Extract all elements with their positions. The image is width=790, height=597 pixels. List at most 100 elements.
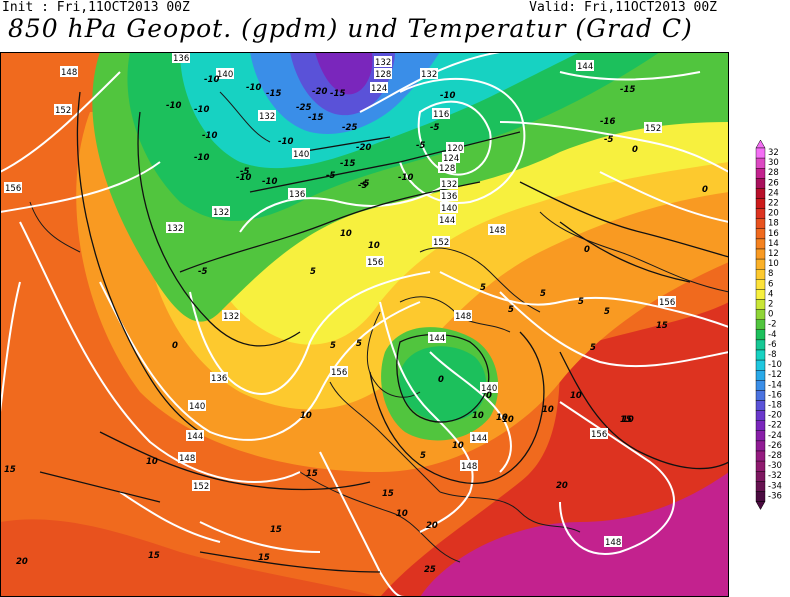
legend-label: -10 bbox=[768, 360, 782, 370]
temp-label: -10 bbox=[194, 105, 209, 115]
temp-label: 15 bbox=[4, 465, 16, 475]
temp-label: -25 bbox=[296, 103, 311, 113]
geo-label: 144 bbox=[187, 432, 203, 442]
legend-label: -2 bbox=[768, 320, 776, 330]
temp-label: -10 bbox=[278, 137, 293, 147]
temp-label: 10 bbox=[452, 441, 464, 451]
legend-label: 4 bbox=[768, 289, 773, 299]
legend-swatch bbox=[755, 279, 766, 290]
temp-label: 15 bbox=[382, 489, 394, 499]
temp-label: 15 bbox=[148, 551, 160, 561]
temp-label: -20 bbox=[356, 143, 371, 153]
temp-label: 5 bbox=[420, 451, 426, 461]
temp-label: 10 bbox=[542, 405, 554, 415]
legend-swatch bbox=[755, 168, 766, 179]
temp-label: -15 bbox=[340, 159, 355, 169]
legend-label: 2 bbox=[768, 300, 773, 310]
geo-label: 156 bbox=[591, 430, 607, 440]
legend-swatch bbox=[755, 178, 766, 189]
legend-swatch bbox=[755, 359, 766, 371]
temp-label: 15 bbox=[270, 525, 282, 535]
geo-label: 124 bbox=[371, 84, 387, 94]
temp-label: -15 bbox=[308, 113, 323, 123]
geopotential-isolines bbox=[0, 52, 729, 597]
temp-label: 5 bbox=[480, 283, 486, 293]
temperature-field-veryhot bbox=[420, 472, 729, 597]
geo-label: 140 bbox=[481, 384, 497, 394]
temp-label: 5 bbox=[590, 343, 596, 353]
legend-label: 26 bbox=[768, 178, 779, 188]
temp-label: -5 bbox=[360, 179, 370, 189]
temp-label: 0 bbox=[702, 185, 708, 195]
legend-swatch bbox=[755, 339, 766, 351]
geo-label: 132 bbox=[441, 180, 457, 190]
temp-label: -10 bbox=[262, 177, 277, 187]
legend-label: -18 bbox=[768, 401, 782, 411]
legend-swatch bbox=[755, 157, 766, 169]
legend-arrow-top bbox=[755, 140, 766, 149]
legend-label: -28 bbox=[768, 451, 782, 461]
legend-label: -34 bbox=[768, 481, 782, 491]
temp-label: 0 bbox=[486, 391, 492, 401]
legend-label: 28 bbox=[768, 168, 779, 178]
geo-label: 128 bbox=[439, 164, 455, 174]
temp-label: 10 bbox=[570, 391, 582, 401]
legend-label: -26 bbox=[768, 441, 782, 451]
temperature-labels: -10 -10 -15 -20 -25 -15 -25 -10 -10 -10 … bbox=[4, 75, 708, 575]
legend-swatch bbox=[755, 299, 766, 310]
temp-label: 10 bbox=[502, 415, 514, 425]
temp-label: 15 bbox=[258, 553, 270, 563]
temp-label: -10 bbox=[398, 173, 413, 183]
geo-label: 116 bbox=[433, 110, 449, 120]
temp-label: -5 bbox=[358, 181, 368, 191]
geo-label: 144 bbox=[439, 216, 455, 226]
geo-label: 136 bbox=[211, 374, 227, 384]
temp-label: 10 bbox=[146, 457, 158, 467]
temp-label: -10 bbox=[166, 101, 181, 111]
geo-label: 140 bbox=[293, 150, 309, 160]
geo-label: 132 bbox=[223, 312, 239, 322]
legend-label: -32 bbox=[768, 471, 782, 481]
legend-label: 0 bbox=[768, 310, 773, 320]
temp-label: -5 bbox=[416, 141, 426, 151]
temperature-isolines bbox=[39, 91, 729, 573]
geo-label: 144 bbox=[429, 334, 445, 344]
temp-label: -5 bbox=[198, 267, 208, 277]
legend-swatch bbox=[755, 460, 766, 472]
legend-swatch bbox=[755, 238, 766, 250]
legend-swatch bbox=[755, 329, 766, 341]
geo-label: 156 bbox=[367, 258, 383, 268]
legend-label: 12 bbox=[768, 249, 779, 259]
temp-label: -10 bbox=[194, 153, 209, 163]
temp-label: 10 bbox=[396, 509, 408, 519]
geo-label: 136 bbox=[173, 54, 189, 64]
geo-label: 136 bbox=[289, 190, 305, 200]
temp-label: -10 bbox=[236, 173, 251, 183]
temp-label: -15 bbox=[330, 89, 345, 99]
legend-label: 8 bbox=[768, 269, 773, 279]
temp-label: -5 bbox=[604, 135, 614, 145]
geo-label: 140 bbox=[217, 70, 233, 80]
legend-swatch bbox=[755, 440, 766, 452]
legend-swatch bbox=[755, 228, 766, 240]
temperature-field-south bbox=[0, 519, 380, 597]
legend-swatch bbox=[755, 491, 766, 502]
legend-swatch bbox=[755, 198, 766, 209]
legend-label: 16 bbox=[768, 229, 779, 239]
legend-label: -24 bbox=[768, 431, 782, 441]
legend-swatch bbox=[755, 450, 766, 462]
temp-label: -10 bbox=[204, 75, 219, 85]
legend-label: -6 bbox=[768, 340, 776, 350]
legend-label: -14 bbox=[768, 380, 782, 390]
geo-label: 132 bbox=[213, 208, 229, 218]
legend-swatch bbox=[755, 309, 766, 320]
legend-swatch bbox=[755, 400, 766, 411]
legend-label: 14 bbox=[768, 239, 779, 249]
temp-label: 5 bbox=[604, 307, 610, 317]
legend-swatch bbox=[755, 369, 766, 381]
legend-swatch bbox=[755, 268, 766, 280]
temp-label: 20 bbox=[556, 481, 568, 491]
legend-label: 30 bbox=[768, 158, 779, 168]
temp-label: 15 bbox=[620, 415, 632, 425]
temp-label: 10 bbox=[340, 229, 352, 239]
